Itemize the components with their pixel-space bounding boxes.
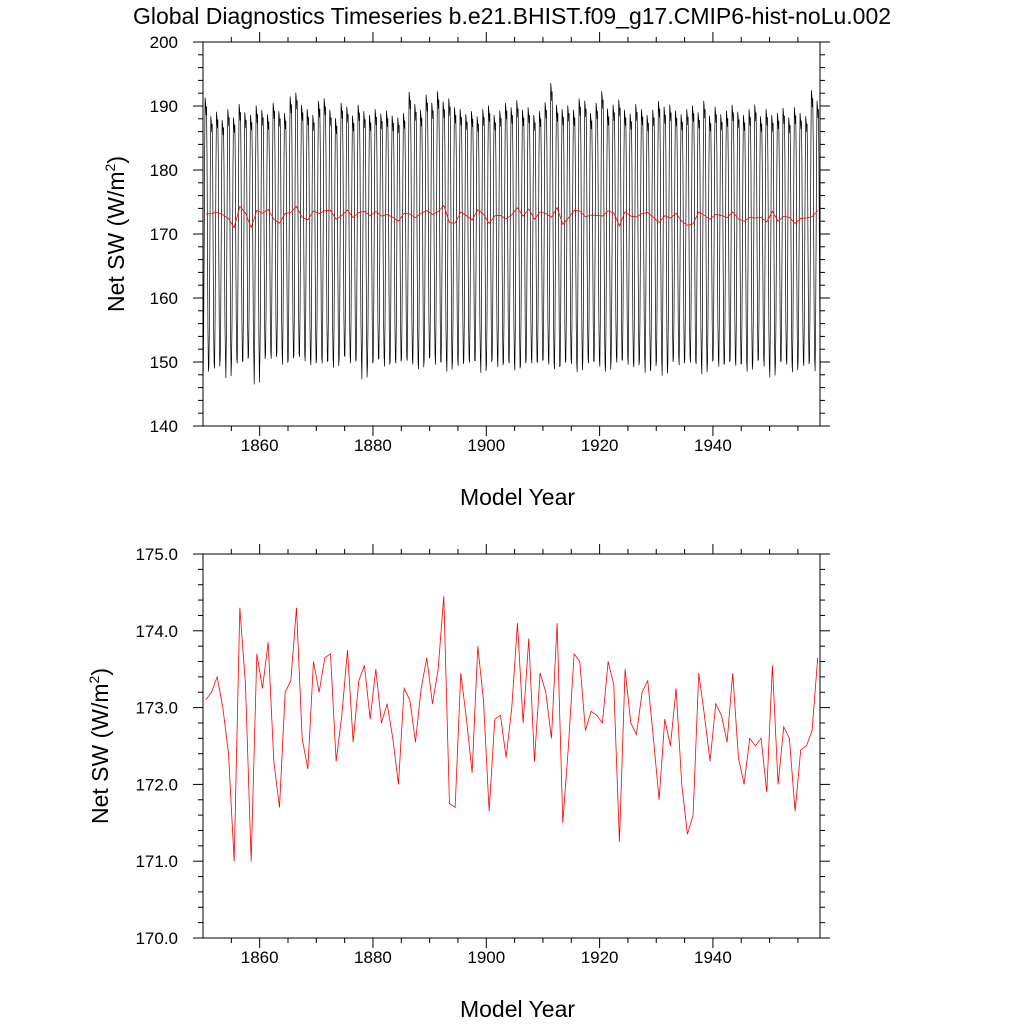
x-tick-label: 1880	[354, 948, 392, 967]
y-tick-label: 171.0	[135, 852, 178, 871]
x-tick-label: 1900	[467, 436, 505, 455]
y-tick-label: 170.0	[135, 929, 178, 948]
y-tick-label: 172.0	[135, 775, 178, 794]
x-tick-label: 1940	[694, 948, 732, 967]
x-tick-label: 1940	[694, 436, 732, 455]
y-tick-label: 150	[150, 353, 178, 372]
y-tick-label: 174.0	[135, 622, 178, 641]
monthly-series-line	[202, 82, 821, 385]
y-tick-label: 140	[150, 417, 178, 436]
y-tick-label: 200	[150, 33, 178, 52]
y-tick-label: 173.0	[135, 699, 178, 718]
x-tick-label: 1900	[467, 948, 505, 967]
annual-mean-line	[205, 596, 819, 862]
top-panel: 1860 1880 1900 1920 1940 140 150 160 170 180 190 20…	[102, 32, 830, 510]
figure-title: Global Diagnostics Timeseries b.e21.BHIS…	[133, 3, 891, 29]
plot-frame	[202, 553, 821, 939]
y-tick-label: 180	[150, 161, 178, 180]
x-tick-label: 1920	[581, 948, 619, 967]
x-axis-label: Model Year	[460, 996, 575, 1022]
y-axis-label: Net SW (W/m2)	[102, 156, 129, 312]
y-tick-label: 190	[150, 97, 178, 116]
x-tick-label: 1920	[581, 436, 619, 455]
y-tick-label: 175.0	[135, 545, 178, 564]
annual-mean-line	[205, 204, 819, 229]
y-tick-label: 170	[150, 225, 178, 244]
y-axis-label: Net SW (W/m2)	[86, 668, 113, 824]
x-tick-label: 1860	[241, 436, 279, 455]
x-tick-label: 1880	[354, 436, 392, 455]
x-tick-label: 1860	[241, 948, 279, 967]
x-axis-label: Model Year	[460, 484, 575, 510]
y-tick-label: 160	[150, 289, 178, 308]
bottom-panel: 1860 1880 1900 1920 1940 170.0 171.0 172.0 173.0…	[86, 544, 830, 1022]
